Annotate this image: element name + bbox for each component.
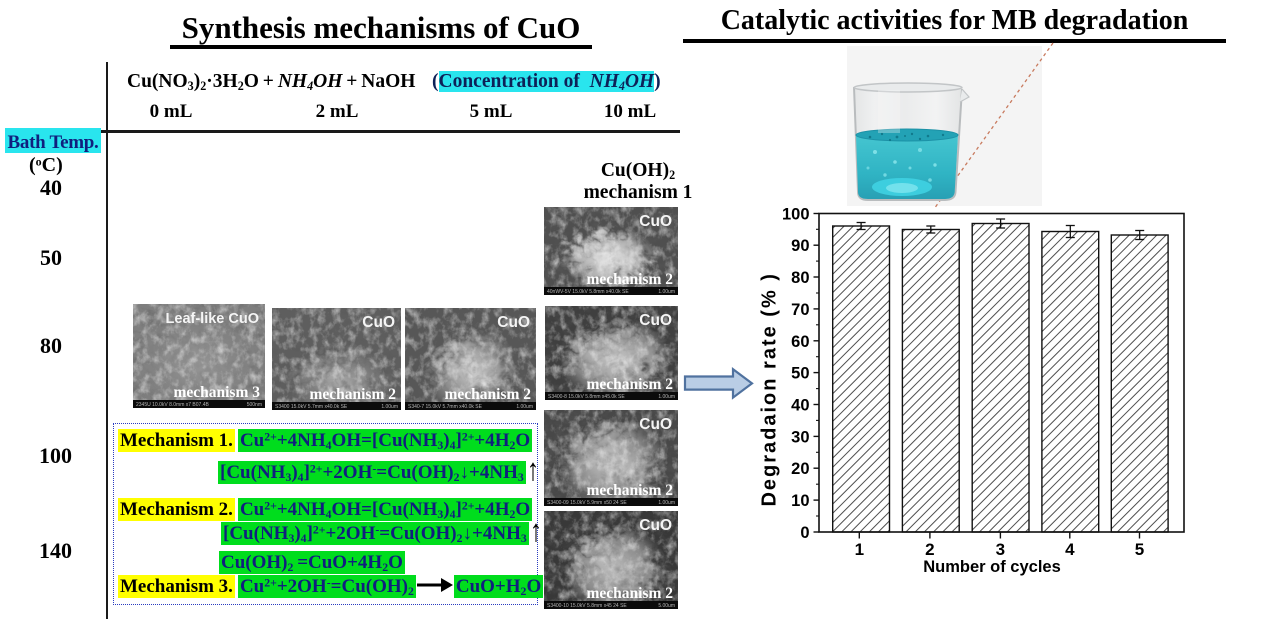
- svg-text:500nm: 500nm: [247, 402, 262, 408]
- svg-text:CuO: CuO: [639, 517, 672, 534]
- svg-text:50: 50: [791, 365, 809, 383]
- svg-text:80: 80: [791, 269, 809, 287]
- svg-text:70: 70: [791, 301, 809, 319]
- svg-text:mechanism 2: mechanism 2: [309, 386, 396, 403]
- svg-text:5: 5: [1135, 540, 1144, 559]
- svg-text:10: 10: [791, 492, 809, 510]
- svg-text:Degradaion rate (% ): Degradaion rate (% ): [759, 272, 781, 506]
- svg-text:40: 40: [791, 397, 809, 415]
- svg-text:1.00um: 1.00um: [516, 404, 533, 410]
- svg-text:CuO: CuO: [497, 314, 530, 331]
- svg-text:20: 20: [791, 460, 809, 478]
- svg-text:CuO: CuO: [639, 416, 672, 433]
- svg-text:mechanism 2: mechanism 2: [444, 386, 531, 403]
- svg-text:mechanism 2: mechanism 2: [586, 585, 673, 602]
- svg-text:1.00um: 1.00um: [658, 289, 675, 295]
- svg-text:100: 100: [782, 206, 810, 224]
- svg-text:CuO: CuO: [639, 213, 672, 230]
- svg-text:CuO: CuO: [362, 314, 395, 331]
- svg-text:1: 1: [855, 540, 864, 559]
- svg-text:S3400 15.0kV 5.7mm x40.0k SE: S3400 15.0kV 5.7mm x40.0k SE: [275, 404, 348, 410]
- svg-text:S3400-8 15.0kV 5.8mm x45.0k SE: S3400-8 15.0kV 5.8mm x45.0k SE: [548, 394, 625, 400]
- svg-text:CuO: CuO: [639, 312, 672, 329]
- svg-text:mechanism 2: mechanism 2: [586, 376, 673, 393]
- svg-text:4: 4: [1065, 540, 1075, 559]
- svg-text:40nWV-5V 15.0kV 5.8mm x40.0k S: 40nWV-5V 15.0kV 5.8mm x40.0k SE: [547, 289, 629, 295]
- svg-text:0: 0: [800, 524, 809, 542]
- svg-text:S340-7 15.0kV 5.7mm x40.0k SE: S340-7 15.0kV 5.7mm x40.0k SE: [408, 404, 483, 410]
- svg-text:Leaf-like CuO: Leaf-like CuO: [166, 311, 259, 327]
- svg-text:1.00um: 1.00um: [381, 404, 398, 410]
- svg-text:1.00um: 1.00um: [658, 500, 675, 506]
- svg-text:mechanism 3: mechanism 3: [173, 384, 260, 401]
- svg-text:2345U 10.0kV 8.0mm x7 B07.4B: 2345U 10.0kV 8.0mm x7 B07.4B: [136, 402, 209, 408]
- svg-text:S3400-09 15.0kV 5.9mm x50 24 S: S3400-09 15.0kV 5.9mm x50 24 SE: [547, 500, 627, 506]
- svg-text:30: 30: [791, 428, 809, 446]
- svg-text:60: 60: [791, 333, 809, 351]
- svg-text:S3400-10 15.0kV 5.8mm x45 24 S: S3400-10 15.0kV 5.8mm x45 24 SE: [547, 603, 627, 609]
- svg-text:90: 90: [791, 237, 809, 255]
- svg-text:mechanism 2: mechanism 2: [586, 271, 673, 288]
- svg-text:2: 2: [925, 540, 934, 559]
- svg-text:5.00um: 5.00um: [658, 603, 675, 609]
- svg-text:3: 3: [996, 540, 1005, 559]
- svg-text:Number of cycles: Number of cycles: [923, 558, 1061, 576]
- svg-text:mechanism 2: mechanism 2: [586, 482, 673, 499]
- svg-text:1.00um: 1.00um: [658, 394, 675, 400]
